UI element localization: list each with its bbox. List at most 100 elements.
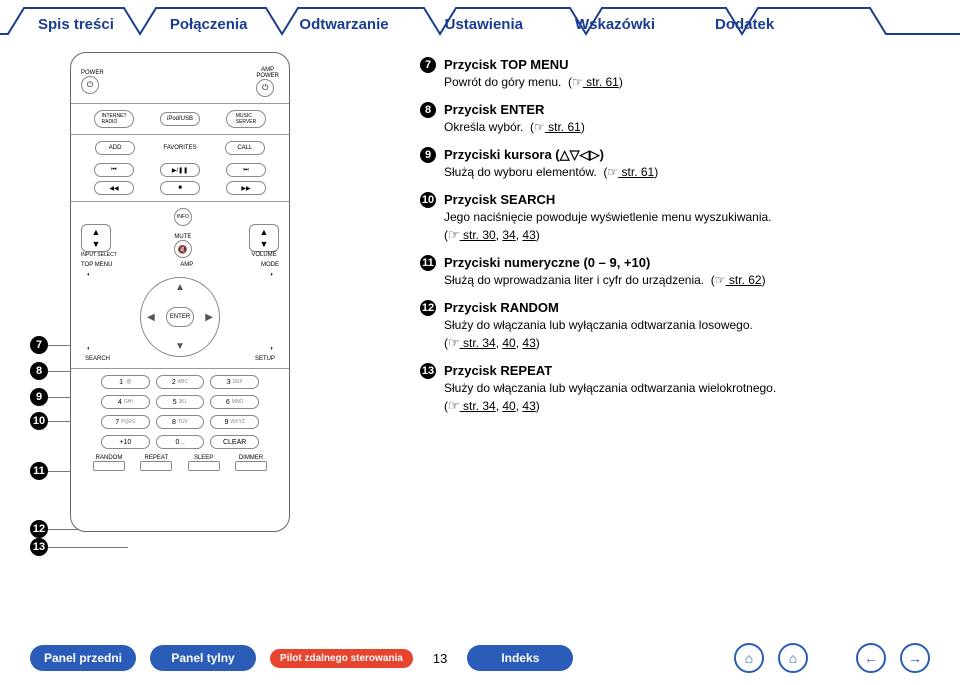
dpad[interactable]: ▲ ▼ ◀ ▶ ENTER	[140, 277, 220, 357]
num-5-button[interactable]: 5JKL	[156, 395, 205, 409]
dimmer-button[interactable]	[235, 461, 267, 471]
play-pause-button[interactable]: ▶/❚❚	[160, 163, 200, 177]
num-1-button[interactable]: 1.@	[101, 375, 150, 389]
desc-item-8: 8Przycisk ENTEROkreśla wybór. (☞ str. 61…	[420, 101, 940, 136]
mute-button[interactable]: 🔇	[174, 240, 192, 258]
power-label: POWER	[81, 70, 104, 76]
random-label: RANDOM	[93, 455, 125, 461]
search-button[interactable]: ◐	[87, 346, 91, 352]
desc-bullet-12: 12	[420, 300, 436, 316]
desc-item-13: 13 Przycisk REPEATSłuży do włączania lub …	[420, 362, 940, 415]
sleep-button[interactable]	[188, 461, 220, 471]
stop-button[interactable]: ■	[160, 181, 200, 195]
home-back-icon[interactable]: ⌂	[778, 643, 808, 673]
next-button[interactable]: ⏭	[226, 163, 266, 177]
nav-tab-2[interactable]: Odtwarzanie	[291, 12, 396, 37]
callout-13: 13	[30, 538, 48, 556]
dpad-group: ◐ ◑ ▲ ▼ ◀ ▶ ENTER SEARCH SETUP ◐ ◑	[81, 272, 279, 362]
desc-sub-9: Służą do wyboru elementów. (☞ str. 61)	[444, 164, 658, 181]
desc-bullet-10: 10	[420, 192, 436, 208]
num-7-button[interactable]: 7PQRS	[101, 415, 150, 429]
desc-sub-10: Jego naciśnięcie powoduje wyświetlenie m…	[444, 209, 772, 226]
power-button[interactable]: ⏻	[81, 76, 99, 94]
callout-11: 11	[30, 462, 48, 480]
amp-label: AMP	[180, 262, 193, 268]
desc-item-9: 9 Przyciski kursora (△▽◁▷)Służą do wyboru…	[420, 146, 940, 181]
volume[interactable]: ▲▼	[249, 224, 279, 252]
repeat-button[interactable]	[140, 461, 172, 471]
num-9-button[interactable]: 9WXYZ	[210, 415, 259, 429]
home-icon[interactable]: ⌂	[734, 643, 764, 673]
footer-pilot[interactable]: Pilot zdalnego sterowania	[270, 649, 413, 668]
footer-panel-tylny[interactable]: Panel tylny	[150, 645, 256, 671]
desc-title-13: Przycisk REPEAT	[444, 362, 776, 380]
call-button[interactable]: CALL	[225, 141, 265, 155]
num-2-button[interactable]: 2ABC	[156, 375, 205, 389]
callout-9: 9	[30, 388, 48, 406]
music-server-button[interactable]: MUSIC SERVER	[226, 110, 266, 128]
input-select[interactable]: ▲▼	[81, 224, 111, 252]
callout-line-13	[48, 547, 128, 548]
desc-bullet-13: 13	[420, 363, 436, 379]
favorites-label: FAVORITES	[163, 145, 196, 151]
amp-power-button[interactable]: ⏻	[256, 79, 274, 97]
footer: Panel przedni Panel tylny Pilot zdalnego…	[0, 643, 960, 673]
mode-label: MODE	[261, 262, 279, 268]
footer-indeks[interactable]: Indeks	[467, 645, 573, 671]
desc-sub-13: Służy do włączania lub wyłączania odtwar…	[444, 380, 776, 397]
desc-title-10: Przycisk SEARCH	[444, 191, 772, 209]
setup-button[interactable]: ◑	[269, 346, 273, 352]
top-menu-label: TOP MENU	[81, 262, 112, 268]
desc-sub-12: Służy do włączania lub wyłączania odtwar…	[444, 317, 753, 334]
plus10-button[interactable]: +10	[101, 435, 150, 449]
num-8-button[interactable]: 8TUV	[156, 415, 205, 429]
desc-bullet-9: 9	[420, 147, 436, 163]
desc-sub-11: Służą do wprowadzania liter i cyfr do ur…	[444, 272, 766, 289]
footer-panel-przedni[interactable]: Panel przedni	[30, 645, 136, 671]
enter-button[interactable]: ENTER	[166, 307, 194, 327]
nav-tab-1[interactable]: Połączenia	[162, 12, 256, 37]
desc-item-11: 11 Przyciski numeryczne (0 – 9, +10)Służą…	[420, 254, 940, 289]
page-number: 13	[427, 651, 453, 666]
ipod-usb-button[interactable]: iPod/USB	[160, 112, 200, 126]
random-button[interactable]	[93, 461, 125, 471]
desc-sub-8: Określa wybór. (☞ str. 61)	[444, 119, 585, 136]
rew-button[interactable]: ◀◀	[94, 181, 134, 195]
desc-bullet-11: 11	[420, 255, 436, 271]
prev-button[interactable]: ⏮	[94, 163, 134, 177]
prev-page-icon[interactable]: ←	[856, 643, 886, 673]
nav-tab-0[interactable]: Spis treści	[30, 12, 122, 37]
num-4-button[interactable]: 4GHI	[101, 395, 150, 409]
nav-tab-5[interactable]: Dodatek	[707, 12, 782, 37]
callout-10: 10	[30, 412, 48, 430]
top-menu-button[interactable]: ◐	[87, 272, 91, 278]
nav-tab-4[interactable]: Wskazówki	[567, 12, 663, 37]
desc-title-9: Przyciski kursora (△▽◁▷)	[444, 146, 658, 164]
dimmer-label: DIMMER	[235, 455, 267, 461]
desc-title-7: Przycisk TOP MENU	[444, 56, 623, 74]
description-column: 7Przycisk TOP MENUPowrót do góry menu. (…	[420, 52, 940, 532]
add-button[interactable]: ADD	[95, 141, 135, 155]
callout-7: 7	[30, 336, 48, 354]
nav-tab-3[interactable]: Ustawienia	[437, 12, 531, 37]
search-label: SEARCH	[85, 356, 110, 362]
callout-8: 8	[30, 362, 48, 380]
desc-item-10: 10 Przycisk SEARCHJego naciśnięcie powodu…	[420, 191, 940, 244]
desc-bullet-7: 7	[420, 57, 436, 73]
desc-item-12: 12Przycisk RANDOMSłuży do włączania lub …	[420, 299, 940, 352]
info-button[interactable]: INFO	[174, 208, 192, 226]
num-6-button[interactable]: 6MNO	[210, 395, 259, 409]
ff-button[interactable]: ▶▶	[226, 181, 266, 195]
zero-button[interactable]: 0␣	[156, 435, 205, 449]
desc-title-11: Przyciski numeryczne (0 – 9, +10)	[444, 254, 766, 272]
internet-radio-button[interactable]: INTERNET RADIO	[94, 110, 134, 128]
numpad: 1.@ 2ABC 3DEF 4GHI 5JKL 6MNO 7PQRS 8TUV 9WXYZ	[101, 375, 259, 429]
num-3-button[interactable]: 3DEF	[210, 375, 259, 389]
desc-title-8: Przycisk ENTER	[444, 101, 585, 119]
clear-button[interactable]: CLEAR	[210, 435, 259, 449]
remote-column: 78910111213 POWER ⏻ AMP POWER ⏻ INTERNET…	[20, 52, 380, 532]
mode-button[interactable]: ◑	[269, 272, 273, 278]
input-select-label: INPUT SELECT	[81, 252, 117, 258]
desc-item-7: 7Przycisk TOP MENUPowrót do góry menu. (…	[420, 56, 940, 91]
next-page-icon[interactable]: →	[900, 643, 930, 673]
